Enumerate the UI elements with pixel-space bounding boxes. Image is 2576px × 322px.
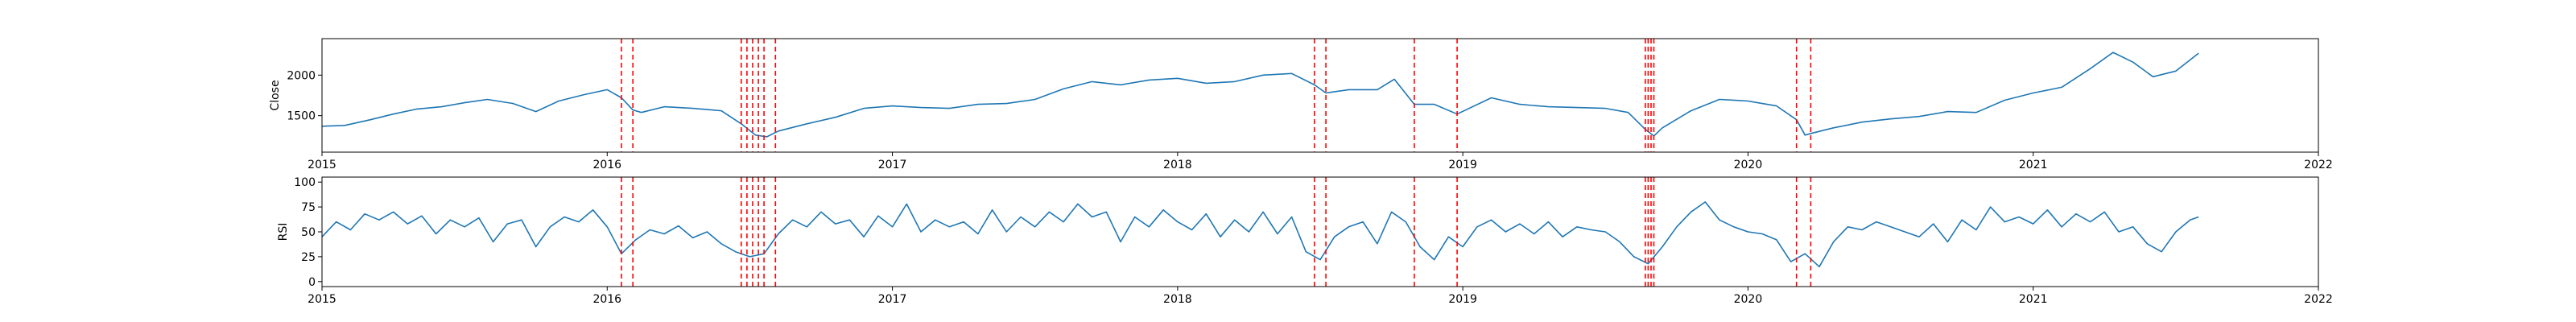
rsi-x-tick-label: 2020 (1734, 293, 1763, 306)
rsi-y-tick-label: 100 (294, 176, 316, 189)
close-x-tick-label: 2017 (878, 159, 907, 171)
close-series-line (321, 52, 2199, 138)
rsi-y-tick-label: 50 (301, 226, 316, 239)
close-y-axis-label: Close (269, 80, 282, 110)
rsi-y-tick-label: 25 (301, 251, 316, 264)
close-y-tick-label: 2000 (287, 69, 316, 82)
close-x-tick-label: 2020 (1734, 159, 1763, 171)
close-x-tick-label: 2016 (592, 159, 621, 171)
close-axes-frame (321, 38, 2319, 153)
rsi-x-tick-label: 2015 (308, 293, 336, 306)
rsi-series-line (321, 201, 2199, 268)
close-x-tick-label: 2022 (2304, 159, 2333, 171)
close-y-tick-label: 1500 (287, 110, 316, 123)
close-price-chart: Close 2015 2016 2017 2018 2019 2020 2021 2022 15… (269, 38, 2333, 171)
rsi-chart: RSI 2015 2016 2017 2018 2019 2020 2021 2022 0 25 5… (277, 176, 2333, 306)
rsi-x-tick-label: 2022 (2304, 293, 2333, 306)
close-x-tick-label: 2019 (1448, 159, 1477, 171)
rsi-y-tick-label: 75 (301, 201, 316, 214)
close-x-tick-label: 2015 (308, 159, 336, 171)
rsi-y-tick-label: 0 (308, 276, 316, 289)
rsi-y-axis-label: RSI (277, 223, 290, 242)
close-x-tick-label: 2018 (1163, 159, 1192, 171)
rsi-x-tick-label: 2016 (592, 293, 621, 306)
rsi-x-tick-label: 2017 (878, 293, 907, 306)
rsi-x-tick-label: 2018 (1163, 293, 1192, 306)
rsi-x-tick-label: 2019 (1448, 293, 1477, 306)
rsi-x-tick-label: 2021 (2019, 293, 2048, 306)
close-x-tick-label: 2021 (2019, 159, 2048, 171)
